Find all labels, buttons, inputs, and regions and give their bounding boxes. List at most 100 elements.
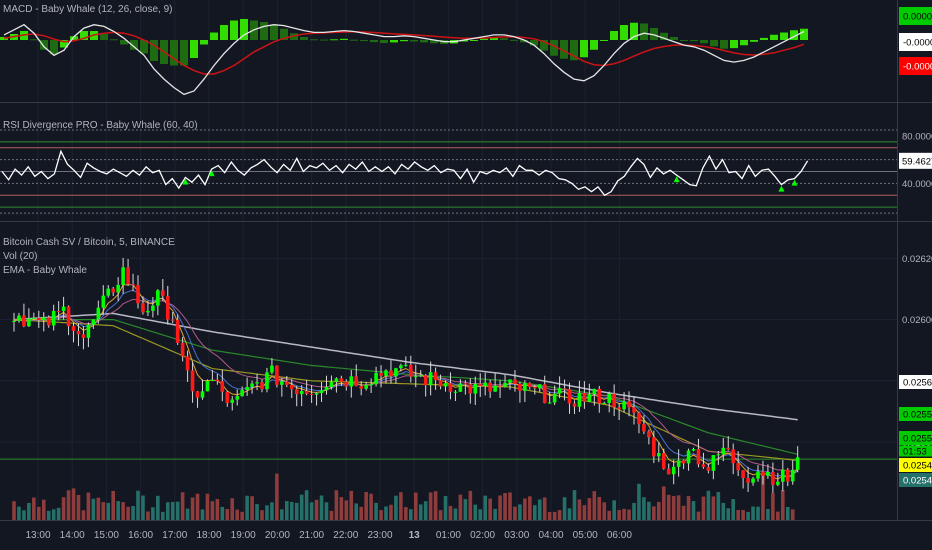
time-tick-label[interactable]: 22:00 <box>333 530 358 541</box>
candle-body <box>136 285 140 304</box>
macd-histogram-bar <box>570 40 578 61</box>
volume-bar <box>686 496 691 520</box>
time-tick-label[interactable]: 02:00 <box>470 530 495 541</box>
price-axis[interactable]: 0.0262000.0260000.0258000.02560080.00004… <box>899 7 932 487</box>
candle-body <box>131 284 135 286</box>
time-tick-label[interactable]: 01:00 <box>436 530 461 541</box>
macd-pane[interactable] <box>0 19 808 96</box>
volume-bar <box>294 502 299 520</box>
macd-histogram-bar <box>510 39 518 41</box>
rsi-tick-label[interactable]: 40.0000 <box>902 179 932 190</box>
rsi-tick-label[interactable]: 80.0000 <box>902 131 932 142</box>
price-marker-label[interactable]: 01:53 <box>903 447 927 458</box>
candle-body <box>56 310 61 312</box>
macd-histogram-bar <box>530 40 538 46</box>
candle-body <box>81 334 86 338</box>
time-tick-label[interactable]: 03:00 <box>504 530 529 541</box>
candle-body <box>761 471 765 476</box>
time-tick-label[interactable]: 16:00 <box>128 530 153 541</box>
time-tick-label[interactable]: 14:00 <box>60 530 85 541</box>
macd-histogram-bar <box>500 38 508 40</box>
price-marker-label[interactable]: 0.025528 <box>903 434 932 445</box>
candle-body <box>46 317 51 326</box>
volume-bar <box>413 492 418 520</box>
volume-bar <box>304 490 309 520</box>
volume-bar <box>691 501 696 520</box>
price-tick-label[interactable]: 0.026000 <box>902 315 932 326</box>
candle-body <box>547 402 552 404</box>
time-tick-label[interactable]: 21:00 <box>299 530 324 541</box>
volume-bar <box>260 510 264 520</box>
macd-marker-label[interactable]: -0.0000 <box>903 38 932 49</box>
time-tick-label[interactable]: 06:00 <box>607 530 632 541</box>
volume-bar <box>359 506 363 520</box>
time-tick-label[interactable]: 20:00 <box>265 530 290 541</box>
volume-bar <box>106 502 111 520</box>
time-tick-label[interactable]: 19:00 <box>231 530 256 541</box>
candle-body <box>175 319 180 343</box>
volume-bar <box>661 486 666 520</box>
volume-bar <box>726 508 731 520</box>
volume-bar <box>637 483 641 520</box>
volume-bar <box>250 496 254 520</box>
time-tick-label[interactable]: 17:00 <box>162 530 187 541</box>
macd-histogram-bar <box>180 40 188 66</box>
volume-bar <box>761 473 765 520</box>
price-marker-label[interactable]: 0.025420 <box>903 476 932 487</box>
candle-body <box>632 407 636 413</box>
candle-body <box>766 471 770 476</box>
candle-body <box>637 412 641 425</box>
candle-body <box>180 342 185 357</box>
volume-bar <box>349 490 354 520</box>
price-legend-ema[interactable]: EMA - Baby Whale <box>3 265 87 276</box>
time-tick-label[interactable]: 13 <box>409 530 421 541</box>
price-marker-label[interactable]: 0.025552 <box>903 410 932 421</box>
volume-bar <box>518 504 522 520</box>
candle-body <box>647 431 651 438</box>
rsi-marker-label[interactable]: 59.4627 <box>902 156 932 167</box>
candle-body <box>265 372 269 390</box>
price-legend-symbol[interactable]: Bitcoin Cash SV / Bitcoin, 5, BINANCE <box>3 237 175 248</box>
candle-body <box>413 376 418 378</box>
candle-body <box>294 389 299 395</box>
volume-bar <box>225 508 230 520</box>
volume-bar <box>141 495 145 520</box>
macd-marker-label[interactable]: -0.0000 <box>903 62 932 73</box>
candle-body <box>612 393 616 408</box>
macd-histogram-bar <box>310 39 318 41</box>
macd-histogram-bar <box>650 28 658 40</box>
macd-legend[interactable]: MACD - Baby Whale (12, 26, close, 9) <box>3 4 173 15</box>
candle-body <box>771 471 775 485</box>
rsi-pane[interactable] <box>0 129 897 214</box>
time-tick-label[interactable]: 04:00 <box>538 530 563 541</box>
price-tick-label[interactable]: 0.026200 <box>902 254 932 265</box>
time-tick-label[interactable]: 13:00 <box>25 530 50 541</box>
candle-body <box>716 454 721 456</box>
candle-body <box>696 449 701 465</box>
candle-body <box>463 383 468 385</box>
volume-bar <box>666 494 671 520</box>
candle-body <box>349 376 354 387</box>
price-marker-label[interactable]: 0.025673 <box>903 378 932 389</box>
volume-bar <box>542 497 547 520</box>
price-marker-label[interactable]: 0.025481 <box>903 461 932 472</box>
price-pane[interactable] <box>0 257 897 520</box>
volume-bar <box>81 510 86 520</box>
candle-body <box>61 306 66 312</box>
macd-marker-label[interactable]: 0.0000 <box>903 12 932 23</box>
time-tick-label[interactable]: 05:00 <box>573 530 598 541</box>
macd-signal-line <box>3 31 805 75</box>
candle-body <box>423 375 428 386</box>
volume-bar <box>96 497 101 520</box>
time-tick-label[interactable]: 18:00 <box>196 530 221 541</box>
time-tick-label[interactable]: 23:00 <box>367 530 392 541</box>
rsi-legend[interactable]: RSI Divergence PRO - Baby Whale (60, 40) <box>3 120 198 131</box>
price-legend-volume[interactable]: Vol (20) <box>3 251 37 262</box>
rsi-divergence-marker <box>182 178 189 185</box>
time-tick-label[interactable]: 15:00 <box>94 530 119 541</box>
volume-bar <box>220 506 225 520</box>
macd-histogram-bar <box>620 25 628 40</box>
candle-body <box>121 267 125 285</box>
time-axis[interactable]: 13:00 14:00 15:00 16:00 17:00 18:00 19:00 20:00… <box>25 530 632 541</box>
